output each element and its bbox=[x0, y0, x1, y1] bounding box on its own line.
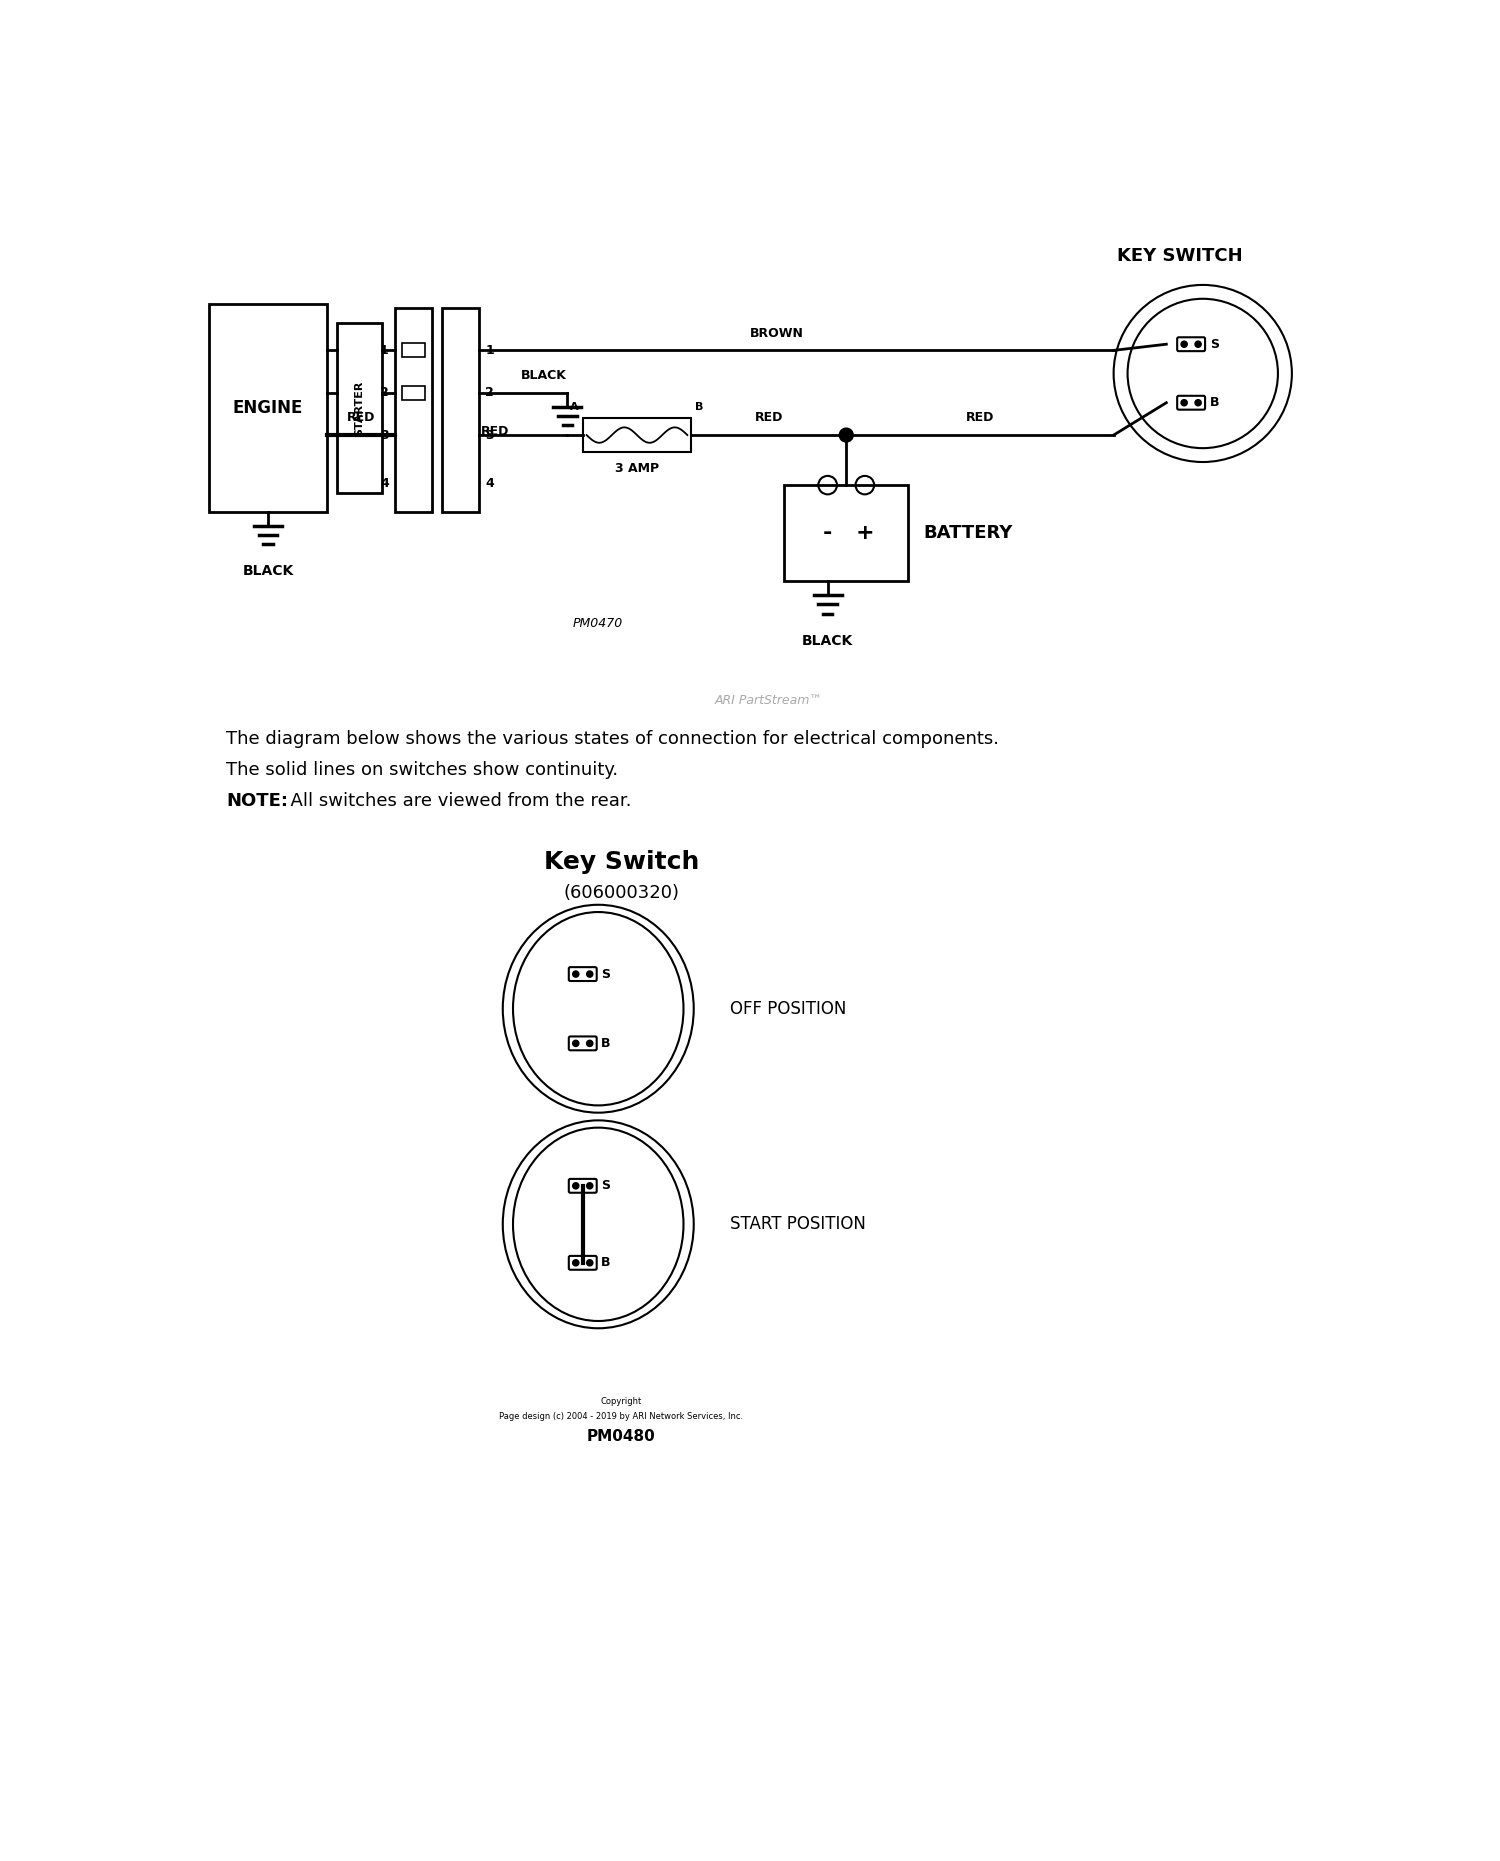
Text: S: S bbox=[602, 968, 610, 981]
Text: BROWN: BROWN bbox=[750, 326, 804, 339]
Text: Copyright: Copyright bbox=[602, 1398, 642, 1405]
Text: B: B bbox=[602, 1256, 610, 1269]
Text: RED: RED bbox=[346, 411, 375, 424]
FancyBboxPatch shape bbox=[568, 1256, 597, 1269]
Text: STARTER: STARTER bbox=[354, 380, 364, 435]
Circle shape bbox=[1196, 400, 1202, 406]
Text: B: B bbox=[1209, 396, 1219, 409]
Text: 2: 2 bbox=[380, 387, 388, 400]
Circle shape bbox=[586, 1260, 592, 1265]
Text: All switches are viewed from the rear.: All switches are viewed from the rear. bbox=[279, 791, 632, 810]
Text: 2: 2 bbox=[486, 387, 494, 400]
Text: ARI PartStream™: ARI PartStream™ bbox=[716, 694, 822, 707]
Text: BLACK: BLACK bbox=[243, 564, 294, 579]
FancyBboxPatch shape bbox=[568, 1178, 597, 1193]
Text: 1: 1 bbox=[380, 344, 388, 357]
FancyBboxPatch shape bbox=[568, 968, 597, 981]
Text: 3: 3 bbox=[380, 428, 388, 441]
Text: S: S bbox=[602, 1180, 610, 1193]
Text: RED: RED bbox=[754, 411, 783, 424]
Text: PM0480: PM0480 bbox=[586, 1429, 656, 1444]
FancyBboxPatch shape bbox=[568, 1037, 597, 1050]
Text: OFF POSITION: OFF POSITION bbox=[730, 999, 846, 1018]
Text: NOTE:: NOTE: bbox=[226, 791, 288, 810]
Bar bbox=[338, 324, 382, 493]
FancyBboxPatch shape bbox=[402, 344, 426, 357]
Bar bbox=[394, 309, 432, 512]
Circle shape bbox=[1196, 341, 1202, 348]
Circle shape bbox=[573, 971, 579, 977]
Text: BATTERY: BATTERY bbox=[924, 525, 1013, 542]
Text: The diagram below shows the various states of connection for electrical componen: The diagram below shows the various stat… bbox=[226, 730, 999, 748]
Bar bbox=[441, 309, 479, 512]
Text: Key Switch: Key Switch bbox=[544, 850, 699, 875]
Text: (606000320): (606000320) bbox=[564, 884, 680, 903]
Text: RED: RED bbox=[480, 424, 508, 437]
Circle shape bbox=[1180, 400, 1188, 406]
Text: ENGINE: ENGINE bbox=[232, 398, 303, 417]
Text: S: S bbox=[1209, 337, 1218, 350]
Circle shape bbox=[586, 971, 592, 977]
Text: 3: 3 bbox=[486, 428, 494, 441]
FancyBboxPatch shape bbox=[402, 385, 426, 400]
Circle shape bbox=[573, 1184, 579, 1189]
Circle shape bbox=[573, 1040, 579, 1046]
Text: B: B bbox=[602, 1037, 610, 1050]
Circle shape bbox=[573, 1260, 579, 1265]
Bar bbox=[582, 419, 692, 452]
Bar bbox=[209, 303, 327, 512]
Text: BLACK: BLACK bbox=[802, 635, 853, 648]
Text: -: - bbox=[824, 523, 833, 543]
Text: START POSITION: START POSITION bbox=[730, 1215, 866, 1234]
Text: A: A bbox=[570, 402, 579, 411]
Circle shape bbox=[840, 428, 854, 443]
Text: 1: 1 bbox=[486, 344, 494, 357]
Circle shape bbox=[586, 1040, 592, 1046]
FancyBboxPatch shape bbox=[1178, 337, 1204, 352]
FancyBboxPatch shape bbox=[1178, 396, 1204, 409]
Text: KEY SWITCH: KEY SWITCH bbox=[1116, 248, 1242, 264]
Text: BLACK: BLACK bbox=[520, 368, 567, 382]
Circle shape bbox=[1180, 341, 1188, 348]
Text: 4: 4 bbox=[486, 476, 494, 489]
Bar bbox=[784, 486, 908, 581]
Text: Page design (c) 2004 - 2019 by ARI Network Services, Inc.: Page design (c) 2004 - 2019 by ARI Netwo… bbox=[500, 1412, 744, 1422]
Circle shape bbox=[586, 1184, 592, 1189]
Text: 3 AMP: 3 AMP bbox=[615, 462, 658, 475]
Text: RED: RED bbox=[966, 411, 994, 424]
Text: 4: 4 bbox=[380, 476, 388, 489]
Text: The solid lines on switches show continuity.: The solid lines on switches show continu… bbox=[226, 761, 618, 780]
Text: +: + bbox=[855, 523, 874, 543]
Text: PM0470: PM0470 bbox=[573, 618, 624, 631]
Text: B: B bbox=[694, 402, 703, 411]
